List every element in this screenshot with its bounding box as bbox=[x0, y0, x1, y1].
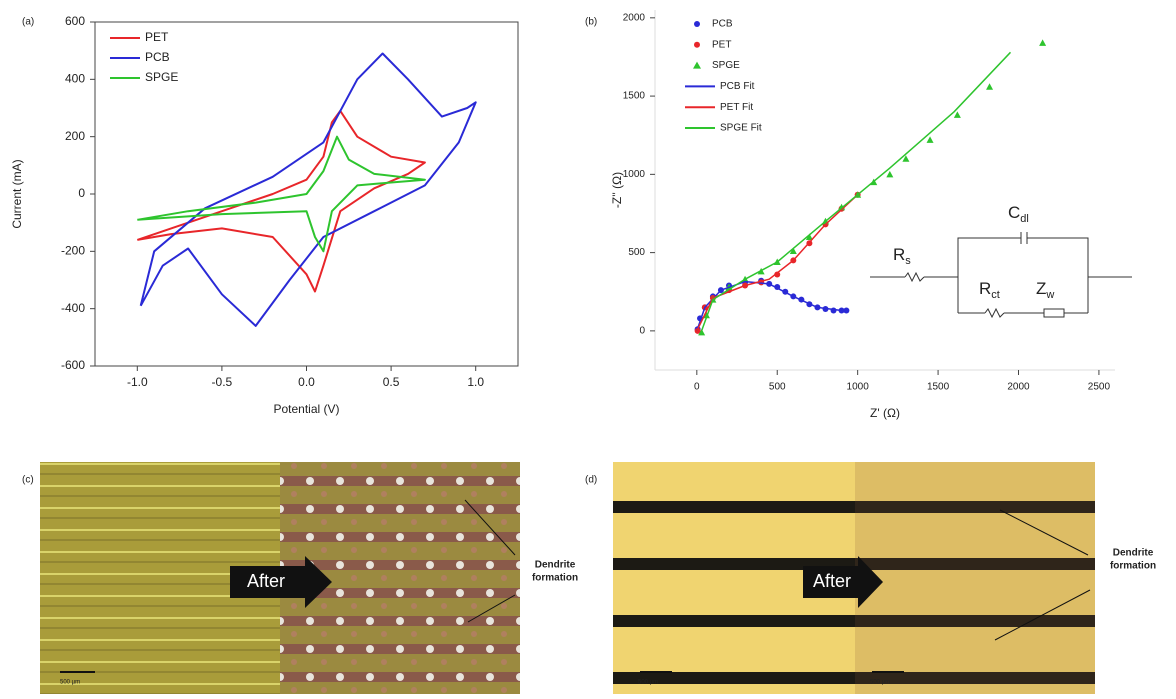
note: formation bbox=[532, 573, 578, 584]
marker bbox=[805, 233, 813, 240]
chart-b: (b) 0 500 1000 1500 2000 2500 0 500 1000 1500 2000 Z… bbox=[585, 10, 1115, 420]
scale-text: 500 µm bbox=[870, 680, 890, 686]
legend-label: PET Fit bbox=[720, 102, 753, 113]
label-main: Z bbox=[1036, 279, 1046, 298]
warburg bbox=[1043, 308, 1065, 318]
marker bbox=[1039, 39, 1047, 46]
x-tick-label: 2500 bbox=[1088, 382, 1111, 393]
legend-label: SPGE bbox=[712, 60, 740, 71]
marker bbox=[702, 311, 710, 319]
series-line bbox=[696, 194, 859, 332]
legend-marker bbox=[694, 21, 700, 27]
circuit-label: Rs bbox=[893, 245, 911, 266]
pointer bbox=[467, 594, 516, 623]
label-sub: ct bbox=[991, 289, 1000, 301]
y-axis-label: Current (mA) bbox=[10, 159, 24, 228]
label-main: C bbox=[1008, 203, 1020, 222]
y-tick-label: 2000 bbox=[623, 12, 646, 23]
x-tick-label: -0.5 bbox=[212, 375, 233, 389]
x-tick-label: -1.0 bbox=[127, 375, 148, 389]
arrow-text: After bbox=[813, 571, 851, 591]
micrograph-after bbox=[855, 462, 1095, 694]
panel-label: (c) bbox=[22, 475, 34, 486]
circuit-label: Zw bbox=[1036, 279, 1054, 300]
arrow bbox=[803, 556, 883, 608]
y-tick-label: 600 bbox=[65, 14, 85, 28]
x-tick-label: 0 bbox=[694, 382, 700, 393]
label-sub: dl bbox=[1020, 213, 1029, 225]
pointer bbox=[994, 589, 1091, 641]
y-tick-label: 1000 bbox=[623, 169, 646, 180]
circuit-label: Cdl bbox=[1008, 203, 1029, 224]
y-tick-label: 200 bbox=[65, 129, 85, 143]
marker bbox=[843, 307, 850, 314]
legend-marker bbox=[694, 41, 700, 48]
legend-label: PET bbox=[712, 39, 731, 50]
panel-label: (b) bbox=[585, 17, 597, 28]
resistor bbox=[984, 307, 1005, 319]
pointer bbox=[464, 499, 516, 556]
x-tick-label: 1000 bbox=[847, 382, 870, 393]
circuit-inset bbox=[870, 232, 1132, 319]
legend-label: PCB Fit bbox=[720, 81, 755, 92]
legend-label: SPGE bbox=[145, 70, 178, 84]
series-line bbox=[137, 135, 426, 253]
wire bbox=[1027, 237, 1089, 313]
x-tick-label: 1500 bbox=[927, 382, 950, 393]
note: Dendrite bbox=[535, 560, 576, 571]
marker bbox=[953, 111, 961, 118]
y-axis-label: -Z'' (Ω) bbox=[610, 172, 624, 208]
x-axis-label: Z' (Ω) bbox=[870, 406, 900, 420]
x-tick-label: 0.0 bbox=[298, 375, 315, 389]
legend-label: PCB bbox=[712, 19, 733, 30]
note: formation bbox=[1110, 561, 1156, 572]
legend-label: PET bbox=[145, 30, 169, 44]
scale-text: 500 µm bbox=[638, 680, 658, 686]
legend-label: PCB bbox=[145, 50, 170, 64]
y-tick-label: 400 bbox=[65, 72, 85, 86]
x-axis-label: Potential (V) bbox=[273, 402, 339, 416]
y-tick-label: 0 bbox=[78, 186, 85, 200]
wire bbox=[957, 237, 1021, 313]
y-tick-label: 0 bbox=[639, 326, 645, 337]
circuit-label: Rct bbox=[979, 279, 1000, 300]
legend-label: SPGE Fit bbox=[720, 123, 762, 134]
label-sub: s bbox=[905, 255, 911, 267]
label-sub: w bbox=[1045, 289, 1054, 301]
resistor bbox=[904, 271, 925, 283]
y-tick-label: -200 bbox=[61, 244, 85, 258]
x-tick-label: 2000 bbox=[1007, 382, 1030, 393]
x-tick-label: 1.0 bbox=[467, 375, 484, 389]
scale-text: 500 µm bbox=[60, 680, 80, 686]
marker bbox=[789, 247, 797, 255]
label-main: R bbox=[979, 279, 991, 298]
series-line bbox=[139, 52, 477, 327]
marker bbox=[986, 83, 994, 90]
legend-marker bbox=[693, 61, 701, 69]
marker bbox=[698, 328, 706, 336]
x-tick-label: 0.5 bbox=[383, 375, 400, 389]
note: Dendrite bbox=[1113, 548, 1154, 559]
series-line bbox=[700, 51, 1012, 332]
y-tick-label: -600 bbox=[61, 358, 85, 372]
series-line bbox=[136, 109, 426, 293]
pointer bbox=[999, 509, 1089, 556]
marker bbox=[774, 271, 781, 278]
label-main: R bbox=[893, 245, 905, 264]
panel-label: (a) bbox=[22, 17, 34, 28]
marker bbox=[886, 170, 894, 178]
marker bbox=[926, 136, 934, 143]
y-tick-label: 500 bbox=[628, 247, 645, 258]
chart-a: (a) -1.0 -0.5 0.0 0.5 1.0 -600 -400 -200 0 200 400 6… bbox=[10, 14, 519, 416]
marker bbox=[830, 307, 837, 314]
marker bbox=[902, 155, 910, 162]
x-tick-label: 500 bbox=[769, 382, 786, 393]
panel-label: (d) bbox=[585, 475, 597, 486]
y-tick-label: -400 bbox=[61, 301, 85, 315]
y-tick-label: 1500 bbox=[623, 91, 646, 102]
arrow bbox=[230, 556, 332, 608]
arrow-text: After bbox=[247, 571, 285, 591]
